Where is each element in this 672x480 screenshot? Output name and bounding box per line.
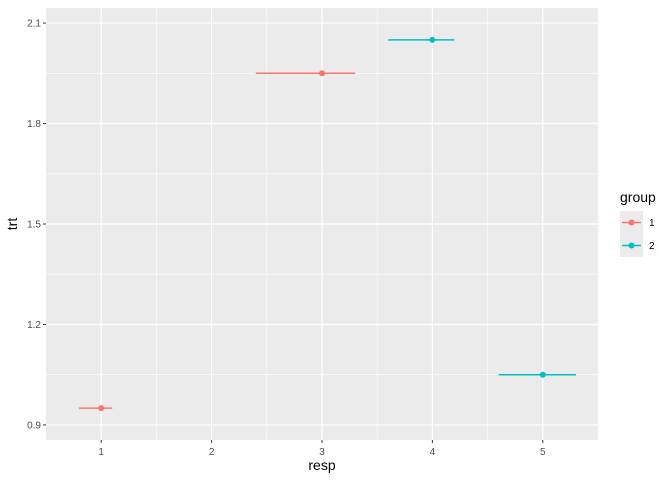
y-tick-label: 2.1: [27, 19, 41, 30]
x-tick-label: 3: [319, 447, 325, 458]
x-tick-label: 4: [430, 447, 436, 458]
point-group-2: [539, 371, 546, 378]
y-tick-label: 1.8: [27, 119, 41, 130]
legend-label: 2: [649, 241, 655, 252]
legend-label: 1: [649, 218, 655, 229]
legend-key-point: [628, 242, 635, 249]
x-axis-label: resp: [308, 457, 335, 473]
x-tick-label: 1: [98, 447, 104, 458]
y-axis-label: trt: [4, 218, 20, 231]
y-tick-label: 1.5: [27, 220, 41, 231]
point-group-1: [319, 70, 325, 77]
x-tick-label: 2: [209, 447, 215, 458]
x-tick-label: 5: [540, 447, 546, 458]
legend: group 1 2: [620, 189, 656, 257]
point-group-1: [98, 405, 105, 412]
legend-key-point: [628, 219, 635, 226]
y-tick-label: 0.9: [27, 420, 41, 431]
y-tick-label: 1.2: [27, 320, 41, 331]
point-group-2: [429, 36, 436, 43]
legend-title: group: [620, 189, 656, 205]
